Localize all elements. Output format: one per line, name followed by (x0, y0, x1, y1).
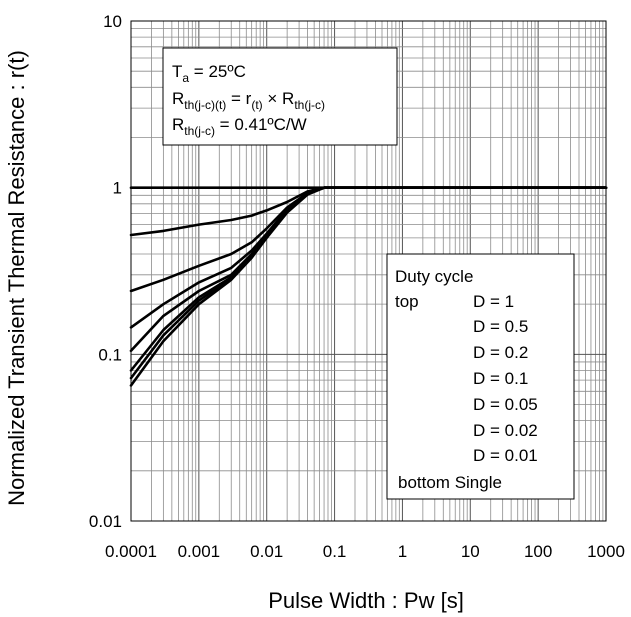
x-tick-label: 1000 (587, 542, 625, 561)
legend-title: Duty cycle (395, 267, 473, 286)
y-tick-label: 0.01 (89, 512, 122, 531)
x-tick-labels: 0.0001 0.001 0.01 0.1 1 10 100 1000 (105, 542, 625, 561)
thermal-resistance-value: Rth(j-c) = 0.41ºC/W (172, 115, 307, 138)
x-tick-label: 0.01 (250, 542, 283, 561)
x-tick-label: 100 (524, 542, 552, 561)
legend-bottom-label: bottom Single (398, 473, 502, 492)
x-tick-label: 10 (461, 542, 480, 561)
legend-entry: D = 0.01 (473, 446, 538, 465)
legend-entry: D = 1 (473, 292, 514, 311)
x-tick-label: 0.1 (323, 542, 347, 561)
x-tick-label: 0.0001 (105, 542, 157, 561)
conditions-box: Ta = 25ºC Rth(j-c)(t) = r(t) × Rth(j-c) … (162, 47, 398, 146)
legend-entry: D = 0.05 (473, 395, 538, 414)
legend-entry: D = 0.2 (473, 343, 528, 362)
y-tick-label: 0.1 (98, 345, 122, 364)
x-tick-label: 0.001 (178, 542, 221, 561)
legend-entry: D = 0.5 (473, 317, 528, 336)
plot-frame (130, 20, 607, 522)
legend-entry: D = 0.1 (473, 369, 528, 388)
x-tick-label: 1 (398, 542, 407, 561)
series-line (129, 186, 608, 387)
legend: Duty cycle top D = 1 D = 0.5 D = 0.2 D =… (386, 253, 575, 500)
thermal-resistance-formula: Rth(j-c)(t) = r(t) × Rth(j-c) (172, 89, 325, 112)
y-tick-labels: 0.01 0.1 1 10 (89, 12, 122, 531)
legend-entry: D = 0.02 (473, 421, 538, 440)
legend-top-label: top (395, 292, 419, 311)
y-axis-title: Normalized Transient Thermal Resistance … (4, 50, 29, 506)
y-tick-label: 1 (113, 179, 122, 198)
curves (129, 186, 608, 387)
ambient-temperature-label: Ta = 25ºC (172, 62, 246, 85)
x-axis-title: Pulse Width : Pw [s] (268, 588, 464, 613)
y-tick-label: 10 (103, 12, 122, 31)
